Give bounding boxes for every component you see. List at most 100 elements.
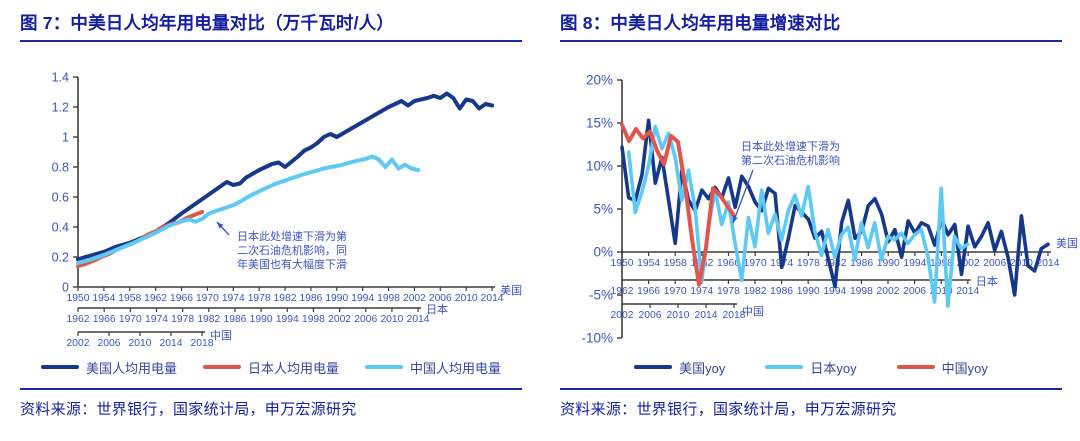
x-tick-label: 2010 [1010,258,1033,269]
x-tick-label: 1966 [93,314,116,325]
x-tick-label: 1998 [377,293,400,304]
legend-item-japan-yoy: 日本yoy [765,358,857,377]
electricity-growth-chart: 20%15%10%5%0%-5%-10%1950 1954 1958 1962 1966… [581,73,1077,346]
x-tick-label: 2014 [160,338,183,349]
legend-label: 中国yoy [941,360,988,376]
x-tick-label: 1962 [67,314,90,325]
x-tick-label: 2006 [639,310,662,321]
us-line-swatch-icon [40,365,79,369]
x-tick-label: 2002 [67,338,90,349]
y-tick-label: 0% [593,245,613,260]
x-axis-name-中国: 中国 [210,329,232,342]
annotation-arrowhead-icon [217,222,224,229]
y-tick-label: 10% [586,159,613,174]
y-tick-label: 0.2 [52,251,69,265]
x-tick-label: 1986 [770,286,793,297]
x-tick-label: 1958 [664,258,687,269]
x-tick-label: 1978 [797,258,820,269]
legend-label: 日本yoy [810,360,857,376]
x-tick-label: 1950 [67,293,90,304]
annotation-text: 日本此处增速下滑为 [741,139,840,153]
x-tick-label: 1974 [145,314,168,325]
x-axis-name-日本: 日本 [976,274,998,288]
x-tick-label: 2002 [403,293,426,304]
x-tick-label: 1970 [744,258,767,269]
x-tick-label: 2006 [98,338,121,349]
y-tick-label: 0.8 [52,161,69,175]
x-axis-name-美国: 美国 [500,284,522,297]
annotation-arrow [732,169,754,224]
legend-label: 美国人均用电量 [85,360,177,376]
y-tick-label: 15% [586,116,613,131]
x-tick-label: 2014 [695,310,718,321]
legend-item-china-consumption: 中国人均用电量 [365,358,501,377]
x-tick-label: 2010 [455,293,478,304]
x-tick-label: 2010 [129,338,152,349]
x-tick-label: 1986 [299,293,322,304]
x-tick-label: 2002 [877,286,900,297]
annotation-text: 日本此处增速下滑为第 [237,229,347,243]
y-tick-label: 5% [593,202,613,217]
series-line [76,154,421,265]
x-tick-label: 2018 [723,310,746,321]
x-tick-label: 1990 [877,258,900,269]
figure-8-title: 图 8：中美日人均年用电量增速对比 [560,10,1062,42]
x-tick-label: 1986 [223,314,246,325]
report-figures-page: 图 7：中美日人均年用电量对比（万千瓦时/人） 1.4 1.2 1 0.8 0.6 0.4… [0,0,1078,419]
annotation-text: 二次石油危机影响，同 [237,243,347,257]
x-axis-name-中国: 中国 [742,305,764,318]
figure-8-legend: 美国yoy 日本yoy 中国yoy [560,356,1062,378]
legend-label: 中国人均用电量 [410,360,502,376]
x-tick-label: 1994 [823,286,846,297]
legend-label: 日本人均用电量 [247,360,339,376]
x-tick-label: 2014 [956,286,979,297]
x-tick-label: 2010 [380,314,403,325]
x-tick-label: 2006 [903,286,926,297]
x-tick-label: 2010 [930,286,953,297]
x-tick-label: 1974 [222,293,245,304]
y-tick-label: 0.6 [52,191,69,205]
legend-item-us-consumption: 美国人均用电量 [40,358,177,377]
annotation-arrowhead-icon [732,216,738,223]
china-line-swatch-icon [896,365,935,369]
x-tick-label: 1998 [850,286,873,297]
x-tick-label: 1966 [717,258,740,269]
panel-figure-7: 图 7：中美日人均年用电量对比（万千瓦时/人） 1.4 1.2 1 0.8 0.6 0.4… [0,0,540,419]
x-tick-label: 1966 [170,293,193,304]
x-tick-label: 1990 [797,286,820,297]
x-tick-label: 1982 [824,258,847,269]
x-tick-label: 2006 [354,314,377,325]
x-tick-label: 1982 [744,286,767,297]
legend-item-us-yoy: 美国yoy [634,358,725,377]
x-tick-label: 1970 [664,286,687,297]
x-tick-label: 1974 [690,286,713,297]
x-tick-label: 1962 [144,293,167,304]
figure-7-source: 资料来源：世界银行，国家统计局，申万宏源研究 [20,388,522,419]
figure-7-legend: 美国人均用电量 日本人均用电量 中国人均用电量 [20,356,522,378]
x-tick-label: 1954 [637,258,660,269]
series-line [620,118,1050,297]
x-axis-name-日本: 日本 [426,302,448,316]
x-tick-label: 2006 [983,258,1006,269]
y-tick-label: 0 [62,281,69,295]
china-line-swatch-icon [365,365,403,369]
x-tick-label: 1994 [351,293,374,304]
y-tick-label: -10% [581,331,613,346]
x-tick-label: 1990 [325,293,348,304]
x-tick-label: 1970 [119,314,142,325]
x-tick-label: 2006 [429,293,452,304]
annotation-text: 年美国也有大幅度下滑 [237,257,347,271]
x-tick-label: 2018 [191,338,214,349]
x-tick-label: 1982 [197,314,220,325]
x-tick-label: 2002 [957,258,980,269]
x-tick-label: 1982 [274,293,297,304]
y-tick-label: 0.4 [52,221,69,235]
us-line-swatch-icon [634,365,673,369]
x-tick-label: 1990 [250,314,273,325]
legend-item-china-yoy: 中国yoy [896,358,988,377]
y-tick-label: 20% [586,73,613,88]
x-tick-label: 1998 [302,314,325,325]
x-tick-label: 1978 [171,314,194,325]
x-tick-label: 1978 [248,293,271,304]
